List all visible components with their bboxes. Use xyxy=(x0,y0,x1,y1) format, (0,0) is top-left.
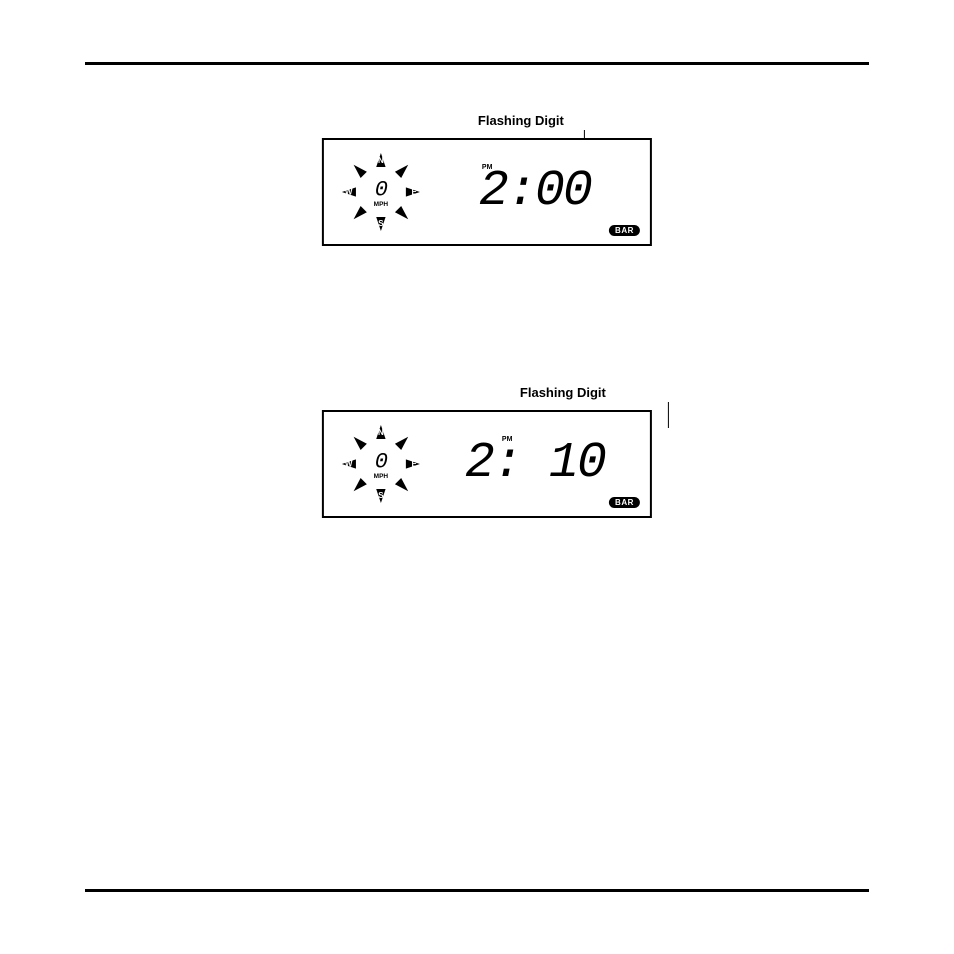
lcd-frame: N E S W 0 MPH PM 2:00 BAR xyxy=(322,138,652,246)
lcd-frame: N E S W 0 MPH PM 2: 10 BAR xyxy=(322,410,652,518)
time-digits: 2: 10 xyxy=(465,439,605,489)
compass-s-label: S xyxy=(378,491,383,500)
compass-n-label: N xyxy=(378,428,384,437)
compass-w-label: W xyxy=(345,188,353,197)
compass-rose-icon: N E S W 0 MPH xyxy=(342,425,420,503)
compass-n-label: N xyxy=(378,156,384,165)
figure-caption: Flashing Digit xyxy=(520,385,606,400)
compass-rose-icon: N E S W 0 MPH xyxy=(342,153,420,231)
ampm-indicator: PM xyxy=(482,164,493,171)
compass-w-label: W xyxy=(345,460,353,469)
bar-badge: BAR xyxy=(609,497,640,508)
time-digits: 2:00 xyxy=(479,167,591,217)
top-rule xyxy=(85,62,869,65)
pointer-line xyxy=(668,402,669,428)
bar-badge: BAR xyxy=(609,225,640,236)
compass-center-value: 0 xyxy=(375,178,387,203)
figure-2: Flashing Digit N xyxy=(322,384,652,518)
compass-center-value: 0 xyxy=(375,450,387,475)
bottom-rule xyxy=(85,889,869,892)
compass-e-label: E xyxy=(412,460,417,469)
ampm-indicator: PM xyxy=(502,436,513,443)
figure-1: Flashing Digit xyxy=(322,112,652,246)
caption-wrap: Flashing Digit xyxy=(356,112,686,130)
compass-e-label: E xyxy=(412,188,417,197)
compass-unit-label: MPH xyxy=(374,473,388,480)
compass-unit-label: MPH xyxy=(374,201,388,208)
caption-wrap: Flashing Digit xyxy=(398,384,728,402)
compass-s-label: S xyxy=(378,219,383,228)
figure-caption: Flashing Digit xyxy=(478,113,564,128)
document-page: Flashing Digit xyxy=(0,0,954,954)
